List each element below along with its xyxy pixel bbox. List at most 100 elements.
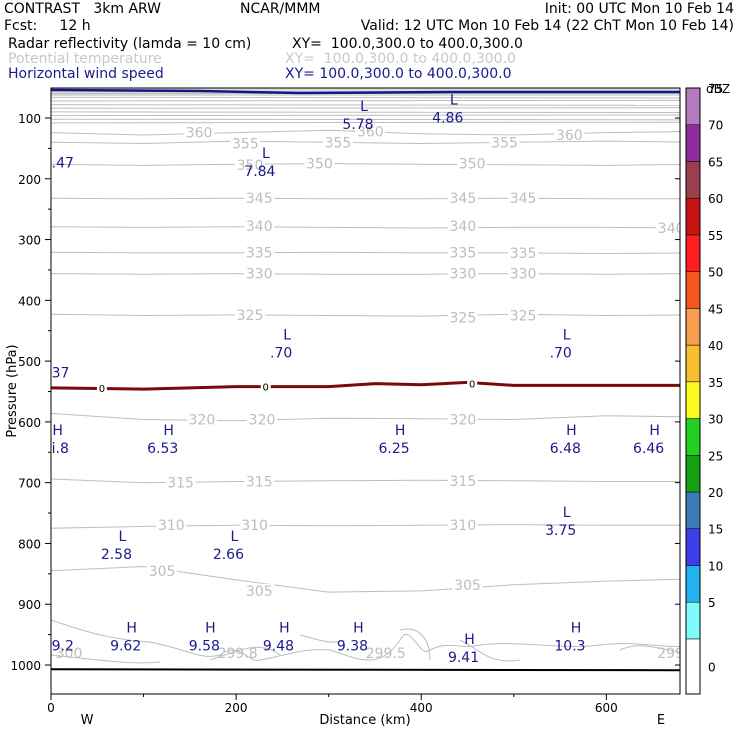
theta-label-bg xyxy=(447,412,478,427)
colorbar-tick-label: 30 xyxy=(708,413,723,427)
theta-contour-upper xyxy=(51,104,680,106)
wind-extremum-value: 9.48 xyxy=(263,638,294,654)
colorbar-tick-label: 0 xyxy=(708,660,716,674)
colorbar-swatch xyxy=(685,344,701,383)
theta-label: 360 xyxy=(357,124,384,140)
colorbar-swatch xyxy=(685,271,701,309)
wind-extremum-value: .70 xyxy=(270,345,292,361)
zero-wind-label: 0 xyxy=(99,384,105,395)
theta-contour-upper xyxy=(51,99,680,102)
theta-contour-surface xyxy=(51,619,680,662)
theta-label-bg xyxy=(247,412,278,427)
wind-extremum-value: 4.86 xyxy=(432,111,463,127)
y-tick-label: 700 xyxy=(18,477,41,491)
theta-label-bg xyxy=(721,412,740,426)
colorbar-tick-label: 25 xyxy=(708,449,723,463)
wind-extremum-type: H xyxy=(126,620,137,636)
colorbar-swatch xyxy=(685,124,701,162)
y-axis-label: Pressure (hPa) xyxy=(5,344,20,437)
wind-extremum-type: L xyxy=(231,529,239,545)
wind-extremum-value: 9.2 xyxy=(52,638,74,654)
wind-extremum-value: 2.66 xyxy=(213,547,244,563)
y-tick-label: 100 xyxy=(18,112,41,126)
wind-extremum-type: L xyxy=(563,505,571,521)
theta-label-bg xyxy=(726,476,740,490)
theta-label-bg xyxy=(184,125,215,140)
theta-label: 310 xyxy=(450,518,477,534)
theta-label: 340 xyxy=(658,221,685,237)
wind-extremum-type: H xyxy=(353,620,364,636)
theta-contour-upper xyxy=(51,121,680,124)
theta-label: 350 xyxy=(459,157,486,173)
x-end-west: W xyxy=(81,713,94,728)
theta-label-bg xyxy=(721,309,740,323)
theta-label-bg xyxy=(656,221,680,236)
forecast-hour: Fcst: 12 h xyxy=(4,18,91,34)
wind-extremum-value: 11.04 xyxy=(717,597,740,613)
theta-label: 350 xyxy=(306,157,333,173)
theta-label-bg xyxy=(244,583,275,598)
y-tick-label: 200 xyxy=(18,173,41,187)
theta-label: 350 xyxy=(237,158,264,174)
x-tick-label: 200 xyxy=(225,701,248,715)
theta-label-bg xyxy=(447,266,478,281)
theta-contour-355 xyxy=(51,140,680,145)
colorbar-swatch xyxy=(685,418,701,456)
theta-label-bg xyxy=(447,473,478,488)
theta-surface-label: 299.5 xyxy=(366,646,406,662)
theta-label-bg xyxy=(156,518,187,533)
colorbar-tick-label: 15 xyxy=(708,523,723,537)
theta-label: 335 xyxy=(246,245,273,261)
theta-label-bg xyxy=(244,266,275,281)
field-theta-xy: XY= 100.0,300.0 to 400.0,300.0 xyxy=(285,51,516,67)
colorbar-tick-label: 20 xyxy=(708,486,723,500)
y-tick-label: 500 xyxy=(18,355,41,369)
theta-surface-label: 299.8 xyxy=(218,646,258,662)
colorbar-swatch xyxy=(685,565,701,603)
theta-label-bg xyxy=(235,157,266,172)
theta-label: 340 xyxy=(246,219,273,235)
colorbar-swatch xyxy=(685,455,701,493)
theta-label: 360 xyxy=(186,126,213,142)
theta-label-bg xyxy=(447,191,478,206)
wind-extremum-value: 2.58 xyxy=(101,547,132,563)
wind-extremum-type: H xyxy=(163,423,174,439)
theta-label: 325 xyxy=(510,309,537,325)
theta-label: 335 xyxy=(510,246,537,262)
colorbar-frame xyxy=(685,87,701,695)
theta-label: 315 xyxy=(450,474,477,490)
x-tick-label: 600 xyxy=(595,701,618,715)
organization-label: NCAR/MMM xyxy=(240,1,321,17)
x-tick-label: 400 xyxy=(410,701,433,715)
colorbar-title: dBZ xyxy=(706,82,730,96)
theta-label: 325 xyxy=(723,309,740,325)
theta-label: 320 xyxy=(249,412,276,428)
wind-extremum-value: 9.58 xyxy=(189,638,220,654)
zero-wind-label: 0 xyxy=(469,380,475,391)
y-tick-label: 800 xyxy=(18,537,41,551)
theta-label-bg xyxy=(452,577,483,592)
colorbar-tick-label: 45 xyxy=(708,302,723,316)
zero-wind-label: 0 xyxy=(263,383,269,394)
theta-label: 305 xyxy=(149,564,176,580)
colorbar-tick-label: 65 xyxy=(708,155,723,169)
theta-label-bg xyxy=(508,266,539,281)
wind-extremum-value: 10.3 xyxy=(554,638,585,654)
colorbar-tick-label: 5 xyxy=(708,596,716,610)
theta-label: 310 xyxy=(158,518,185,534)
field-theta-label: Potential temperature xyxy=(8,51,162,67)
colorbar-swatch xyxy=(685,528,701,566)
plot-area xyxy=(51,88,680,694)
wind-extremum-value: 6.46 xyxy=(633,441,664,457)
theta-label-bg xyxy=(554,128,585,143)
x-tick-label: 0 xyxy=(47,701,55,715)
wind-extremum-value: .70 xyxy=(550,345,572,361)
theta-label: 325 xyxy=(450,310,477,326)
wind-extremum-type: H xyxy=(395,423,406,439)
theta-label-bg xyxy=(244,245,275,260)
field-wind-label: Horizontal wind speed xyxy=(8,66,164,82)
colorbar-swatch xyxy=(685,601,701,640)
theta-label: 330 xyxy=(450,267,477,283)
